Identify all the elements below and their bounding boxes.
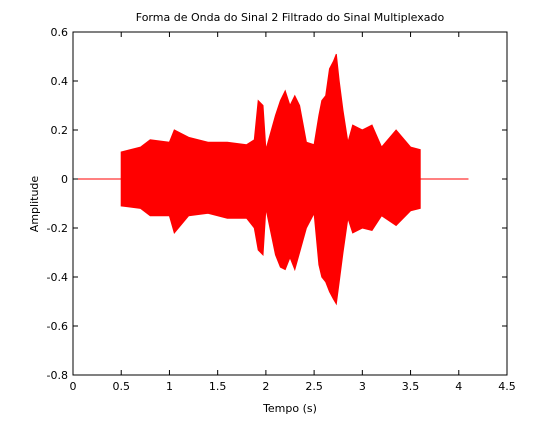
chart-title: Forma de Onda do Sinal 2 Filtrado do Sin…: [136, 11, 445, 24]
x-tick-label: 4.5: [498, 380, 516, 393]
y-axis: -0.8 -0.6 -0.4 -0.2 0 0.2 0.4 0.6: [47, 26, 507, 382]
y-tick-label: -0.2: [47, 222, 68, 235]
y-tick-label: -0.8: [47, 369, 68, 382]
x-tick-label: 4: [455, 380, 462, 393]
x-tick-label: 0: [70, 380, 77, 393]
y-axis-label: Amplitude: [28, 176, 41, 233]
y-tick-label: 0: [61, 173, 68, 186]
x-tick-label: 1.5: [209, 380, 227, 393]
x-tick-label: 0.5: [112, 380, 130, 393]
y-tick-label: 0.4: [51, 75, 69, 88]
y-tick-label: 0.6: [51, 26, 69, 39]
x-axis: 0 0.5 1 1.5 2 2.5 3 3.5 4 4.5: [70, 32, 516, 393]
x-tick-label: 2: [262, 380, 269, 393]
x-tick-label: 2.5: [305, 380, 323, 393]
x-tick-label: 3: [359, 380, 366, 393]
axes-box: [72, 31, 508, 376]
x-axis-label: Tempo (s): [262, 402, 317, 415]
series-layer: [73, 53, 469, 306]
y-tick-label: -0.4: [47, 271, 68, 284]
y-tick-label: 0.2: [51, 124, 69, 137]
y-tick-label: -0.6: [47, 320, 68, 333]
x-tick-label: 1: [166, 380, 173, 393]
x-tick-label: 3.5: [402, 380, 420, 393]
